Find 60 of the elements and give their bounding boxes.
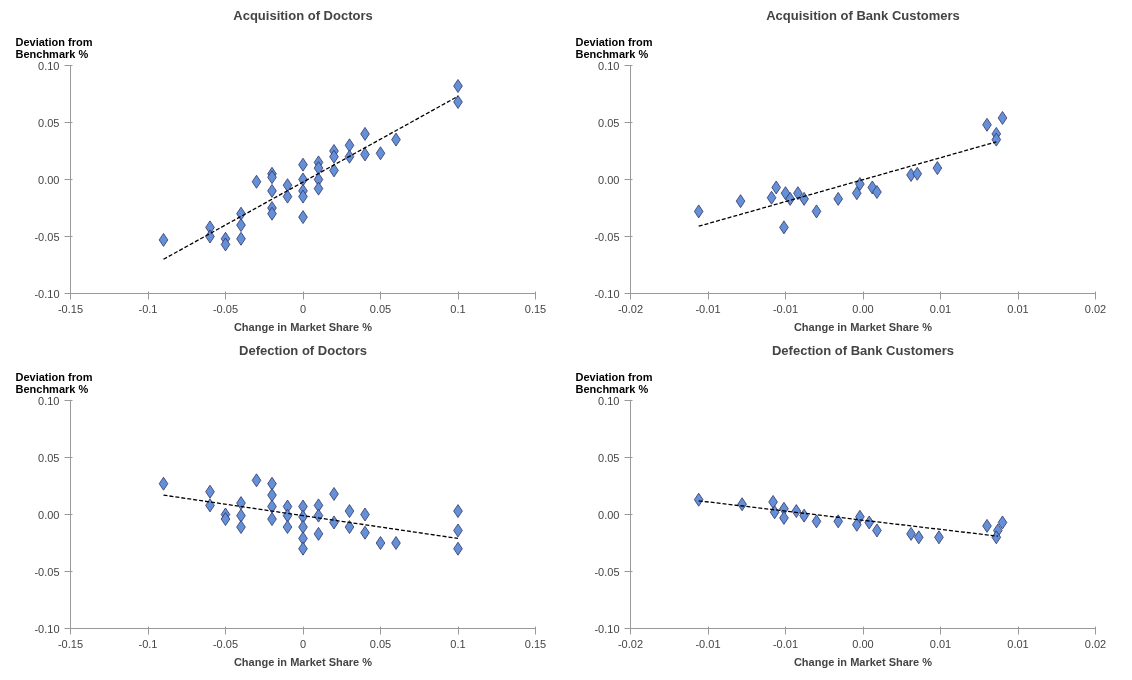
y-tick-label: 0.00 (598, 508, 620, 521)
y-tick-label: 0.10 (598, 59, 620, 72)
x-tick-label: 0.15 (524, 637, 547, 650)
y-tick-label: -0.10 (34, 622, 60, 635)
chart-title: Acquisition of Doctors (233, 7, 373, 23)
x-tick-label: -0.05 (212, 302, 239, 315)
x-tick-label: 0 (299, 302, 307, 315)
y-axis-title: Deviation from Benchmark % (15, 35, 93, 60)
x-tick-label: 0.02 (1084, 302, 1107, 315)
y-tick-label: 0.05 (598, 116, 620, 129)
x-tick-label: 0.00 (852, 302, 874, 315)
y-tick-label: 0.05 (38, 116, 60, 129)
x-axis-title: Change in Market Share % (233, 320, 373, 333)
x-tick-label: 0.05 (369, 637, 392, 650)
x-tick-label: 0.00 (852, 637, 874, 650)
x-tick-label: 0 (299, 637, 307, 650)
y-tick-label: 0.00 (598, 173, 620, 186)
y-tick-label: -0.10 (594, 622, 620, 635)
y-axis-title: Deviation from Benchmark % (15, 370, 93, 395)
x-tick-label: -0.15 (57, 302, 84, 315)
y-tick-label: 0.00 (38, 508, 60, 521)
x-tick-label: -0.01 (772, 637, 799, 650)
y-tick-label: 0.05 (38, 451, 60, 464)
chart-title: Acquisition of Bank Customers (766, 7, 960, 23)
x-tick-label: -0.1 (138, 302, 158, 315)
x-axis-title: Change in Market Share % (793, 320, 933, 333)
y-tick-label: 0.00 (38, 173, 60, 186)
x-tick-label: -0.01 (695, 302, 721, 315)
x-axis-title: Change in Market Share % (233, 655, 373, 668)
x-tick-label: -0.05 (212, 637, 239, 650)
y-tick-label: -0.10 (594, 287, 620, 300)
x-tick-label: 0.01 (1007, 302, 1029, 315)
y-tick-label: 0.10 (38, 394, 60, 407)
y-tick-label: 0.10 (598, 394, 620, 407)
x-tick-label: 0.02 (1084, 637, 1107, 650)
y-tick-label: -0.05 (594, 565, 620, 578)
x-tick-label: 0.1 (450, 302, 466, 315)
y-tick-label: -0.10 (34, 287, 60, 300)
x-tick-label: -0.01 (772, 302, 799, 315)
x-tick-label: 0.15 (524, 302, 547, 315)
y-tick-label: -0.05 (34, 230, 60, 243)
y-axis-title: Deviation from Benchmark % (575, 35, 653, 60)
y-tick-label: -0.05 (594, 230, 620, 243)
y-axis-title: Deviation from Benchmark % (575, 370, 653, 395)
x-tick-label: -0.01 (695, 637, 721, 650)
x-tick-label: 0.01 (1007, 637, 1029, 650)
x-tick-label: -0.15 (57, 637, 84, 650)
chart-title: Defection of Doctors (239, 342, 367, 358)
x-tick-label: 0.01 (929, 637, 952, 650)
x-tick-label: -0.02 (617, 302, 644, 315)
chart-title: Defection of Bank Customers (771, 342, 955, 358)
x-tick-label: -0.02 (617, 637, 644, 650)
x-axis-title: Change in Market Share % (793, 655, 933, 668)
y-tick-label: 0.05 (598, 451, 620, 464)
y-tick-label: 0.10 (38, 59, 60, 72)
x-tick-label: 0.01 (929, 302, 952, 315)
x-tick-label: -0.1 (138, 637, 158, 650)
x-tick-label: 0.1 (450, 637, 466, 650)
y-tick-label: -0.05 (34, 565, 60, 578)
x-tick-label: 0.05 (369, 302, 392, 315)
